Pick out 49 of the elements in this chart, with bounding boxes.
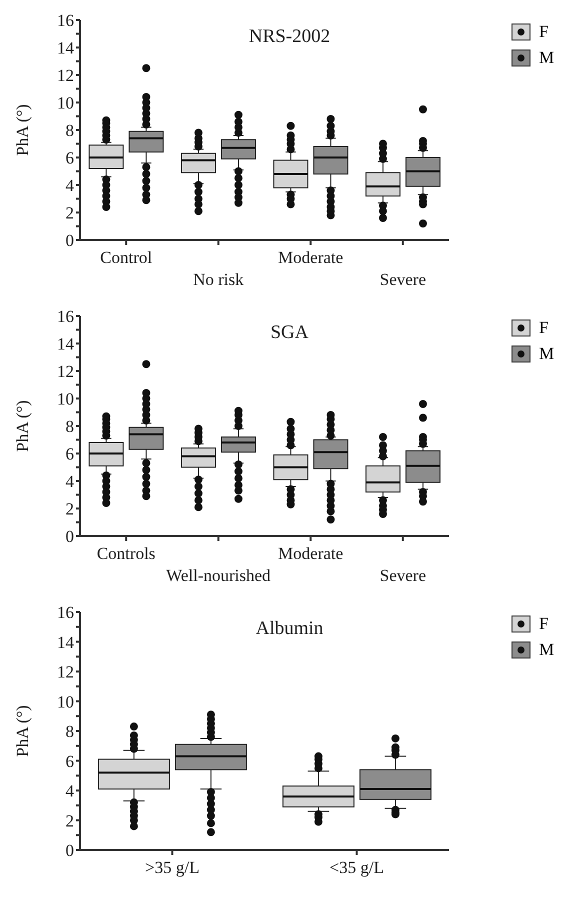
y-tick-label: 8 [66, 417, 74, 436]
y-tick-label: 2 [66, 500, 74, 519]
y-tick-label: 8 [66, 722, 74, 742]
y-tick-label: 14 [57, 334, 74, 354]
y-tick-label: 2 [66, 204, 74, 223]
y-tick-label: 10 [57, 692, 74, 712]
x-tick-label: Controls [96, 544, 156, 563]
y-axis-title: PhA (°) [13, 705, 32, 757]
x-tick-label: Severe [380, 566, 426, 585]
y-tick-label: 8 [66, 121, 74, 140]
y-tick-label: 0 [66, 841, 74, 860]
x-tick-label: Moderate [278, 544, 344, 563]
x-tick-label: Well-nourished [166, 566, 272, 585]
y-tick-label: 0 [66, 527, 74, 546]
y-tick-label: 2 [66, 811, 74, 830]
y-tick-label: 16 [57, 307, 74, 326]
x-tick-label: Control [100, 248, 152, 267]
x-tick-label: Severe [380, 270, 426, 289]
y-tick-label: 12 [57, 662, 74, 682]
chart-title: SGA [269, 322, 310, 344]
y-tick-label: 16 [57, 11, 74, 30]
y-tick-label: 6 [66, 148, 74, 168]
x-tick-label: Moderate [278, 248, 344, 267]
y-tick-label: 4 [66, 782, 74, 801]
y-tick-label: 14 [57, 38, 74, 58]
y-tick-label: 12 [57, 362, 74, 382]
legend-label: F [539, 318, 548, 338]
y-tick-label: 6 [66, 444, 74, 464]
y-tick-label: 0 [66, 231, 74, 250]
y-axis-title: PhA (°) [13, 104, 32, 156]
y-tick-label: 10 [57, 390, 74, 409]
legend-label: M [539, 48, 554, 68]
y-tick-label: 12 [57, 66, 74, 86]
y-tick-label: 4 [66, 472, 74, 492]
x-tick-label: >35 g/L [145, 858, 200, 877]
x-tick-label: <35 g/L [330, 858, 384, 877]
y-tick-label: 14 [57, 632, 74, 652]
x-tick-label: No risk [193, 270, 244, 289]
y-tick-label: 16 [57, 603, 74, 622]
y-tick-label: 6 [66, 752, 74, 771]
chart-title: Albumin [254, 618, 324, 640]
y-tick-label: 4 [66, 176, 74, 196]
legend-label: F [539, 614, 548, 634]
legend-label: M [539, 344, 554, 364]
y-tick-label: 10 [57, 94, 74, 113]
chart-title: NRS-2002 [248, 26, 332, 48]
y-axis-title: PhA (°) [13, 400, 32, 452]
legend-label: M [539, 640, 554, 660]
legend-label: F [539, 22, 548, 42]
